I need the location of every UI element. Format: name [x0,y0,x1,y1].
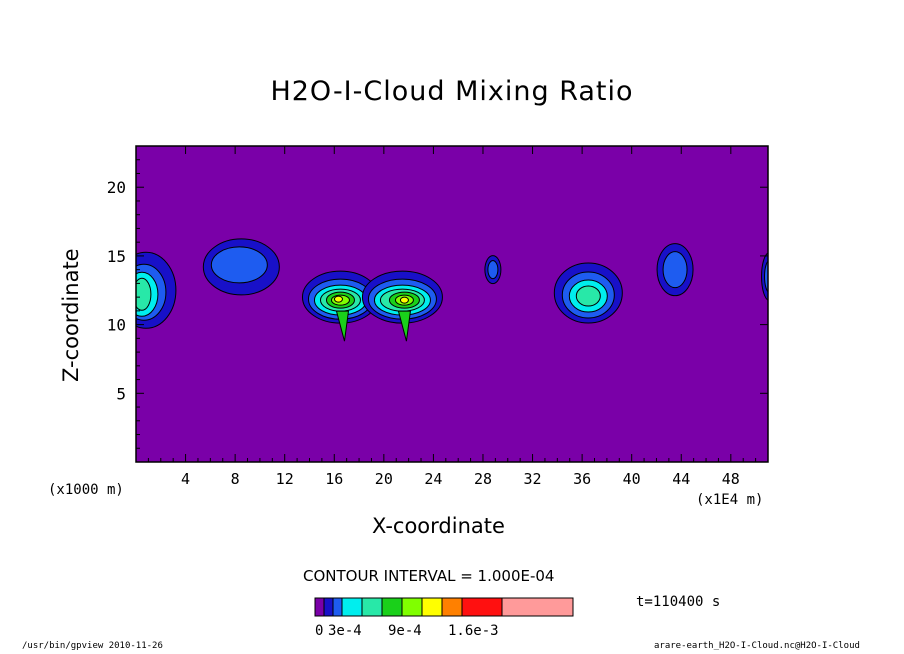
plot-area [136,146,768,462]
x-tick-label: 24 [424,470,442,488]
cell-8-level-2 [764,260,768,293]
contour-cell-4 [361,270,443,342]
colorbar-swatch [421,597,443,617]
colorbar-swatch [461,597,503,617]
x-tick-label: 8 [231,470,240,488]
colorbar-swatch [501,597,574,617]
colorbar-label: 0 [315,623,323,639]
contour-cell-6 [553,262,623,324]
colorbar-label: 3e-4 [328,623,362,639]
x-tick-label: 20 [375,470,393,488]
contour-cell-2 [202,238,280,296]
y-axis-label: Z-coordinate [59,248,83,382]
time-label: t=110400 s [636,594,721,610]
contour-cell-1 [136,251,177,329]
x-tick-label: 28 [474,470,492,488]
x-tick-label: 12 [276,470,294,488]
contour-cell-7 [656,243,694,297]
contour-cell-5 [484,255,502,285]
cell-4-level-7 [399,296,409,304]
colorbar-swatch [441,597,463,617]
cell-1-level-4 [136,277,152,311]
colorbar-label: 9e-4 [388,623,422,639]
cell-3-level-7 [333,295,343,303]
colorbar-swatch [381,597,403,617]
x-tick-label: 32 [524,470,542,488]
contour-cell-8 [761,252,768,301]
colorbar-swatch [314,597,325,617]
cell-7-level-2 [662,251,688,289]
x-tick-label: 4 [181,470,190,488]
y-tick-label: 5 [116,384,126,403]
footer-program-date: /usr/bin/gpview 2010-11-26 [22,641,163,651]
x-tick-label: 48 [722,470,740,488]
footer-source-file: arare-earth_H2O-I-Cloud.nc@H2O-I-Cloud [654,641,860,651]
y-tick-label: 10 [107,316,126,335]
y-tick-label: 15 [107,247,126,266]
colorbar-swatch [332,597,343,617]
contour-interval-label: CONTOUR INTERVAL = 1.000E-04 [303,567,555,585]
cell-5-level-2 [487,260,499,280]
contour-cell-3 [301,270,379,342]
x-tick-label: 36 [573,470,591,488]
x-tick-label: 44 [672,470,690,488]
x-tick-label: 16 [325,470,343,488]
x-unit-right: (x1E4 m) [696,492,764,508]
cell-4-tail [397,310,412,342]
x-tick-label: 40 [623,470,641,488]
chart-title: H2O-I-Cloud Mixing Ratio [270,76,634,107]
colorbar-swatch [361,597,383,617]
cell-3-tail [335,310,350,342]
y-tick-label: 20 [107,178,126,197]
plot-frame [135,145,769,463]
colorbar: 0 3e-4 9e-4 1.6e-3 [314,597,574,639]
colorbar-label: 1.6e-3 [448,623,499,639]
colorbar-swatch [401,597,423,617]
colorbar-swatch [341,597,363,617]
cell-6-level-4 [575,285,601,307]
cell-8-level-1 [761,252,768,301]
x-unit-left: (x1000 m) [48,482,124,498]
x-axis-label: X-coordinate [372,514,505,538]
cell-2-level-2 [210,246,268,284]
cloud-contours [136,238,768,342]
colorbar-swatch [323,597,334,617]
